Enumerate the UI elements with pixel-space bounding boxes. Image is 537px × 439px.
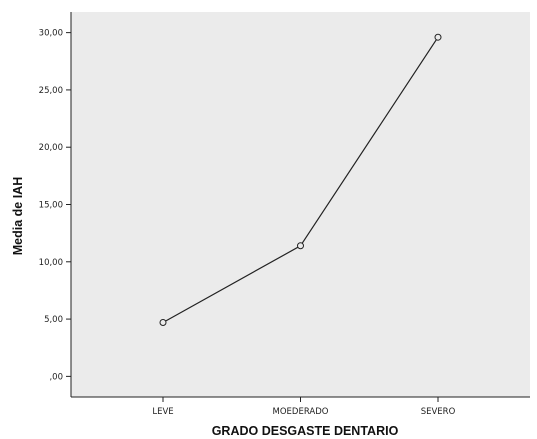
data-point xyxy=(297,242,304,250)
y-tick-label: 25,00 xyxy=(39,86,63,96)
x-tick-label: LEVE xyxy=(152,407,173,417)
y-tick-label: 10,00 xyxy=(39,258,63,268)
x-tick-label: MOEDERADO xyxy=(273,407,329,417)
x-axis: LEVE MOEDERADO SEVERO xyxy=(71,396,530,417)
y-axis: ,00 5,00 10,00 15,00 20,00 25,00 30,00 xyxy=(39,12,72,397)
y-tick-label: 20,00 xyxy=(39,143,63,153)
plot-area xyxy=(71,12,530,397)
y-tick-label: ,00 xyxy=(49,372,63,382)
y-axis-title: Media de IAH xyxy=(11,177,25,256)
y-tick-label: 15,00 xyxy=(39,201,63,211)
y-tick-label: 30,00 xyxy=(39,29,63,39)
y-tick-label: 5,00 xyxy=(44,315,63,325)
x-tick-label: SEVERO xyxy=(421,407,456,417)
data-point xyxy=(434,33,442,41)
x-axis-title: GRADO DESGASTE DENTARIO xyxy=(212,424,399,438)
data-point xyxy=(159,319,167,327)
series-group xyxy=(159,33,442,327)
